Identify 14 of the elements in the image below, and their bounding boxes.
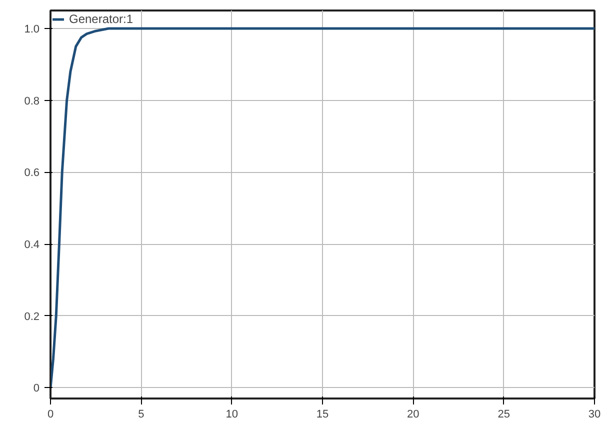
y-tick-label: 0.2 [24, 310, 40, 323]
y-tick-label: 0.8 [24, 95, 40, 108]
y-tick-label: 0 [33, 382, 40, 395]
x-tick-label: 0 [47, 408, 54, 420]
y-tick-label: 0.6 [24, 167, 40, 180]
x-tick-label: 5 [138, 408, 144, 420]
x-tick-label: 15 [316, 408, 329, 420]
series-label: Generator:1 [69, 12, 134, 26]
x-tick-label: 20 [407, 408, 420, 420]
y-tick-label: 0.4 [24, 239, 40, 252]
x-tick-label: 25 [498, 408, 510, 420]
y-tick-label: 1.0 [24, 23, 40, 36]
x-tick-label: 10 [226, 408, 238, 420]
x-tick-label: 30 [588, 408, 601, 420]
